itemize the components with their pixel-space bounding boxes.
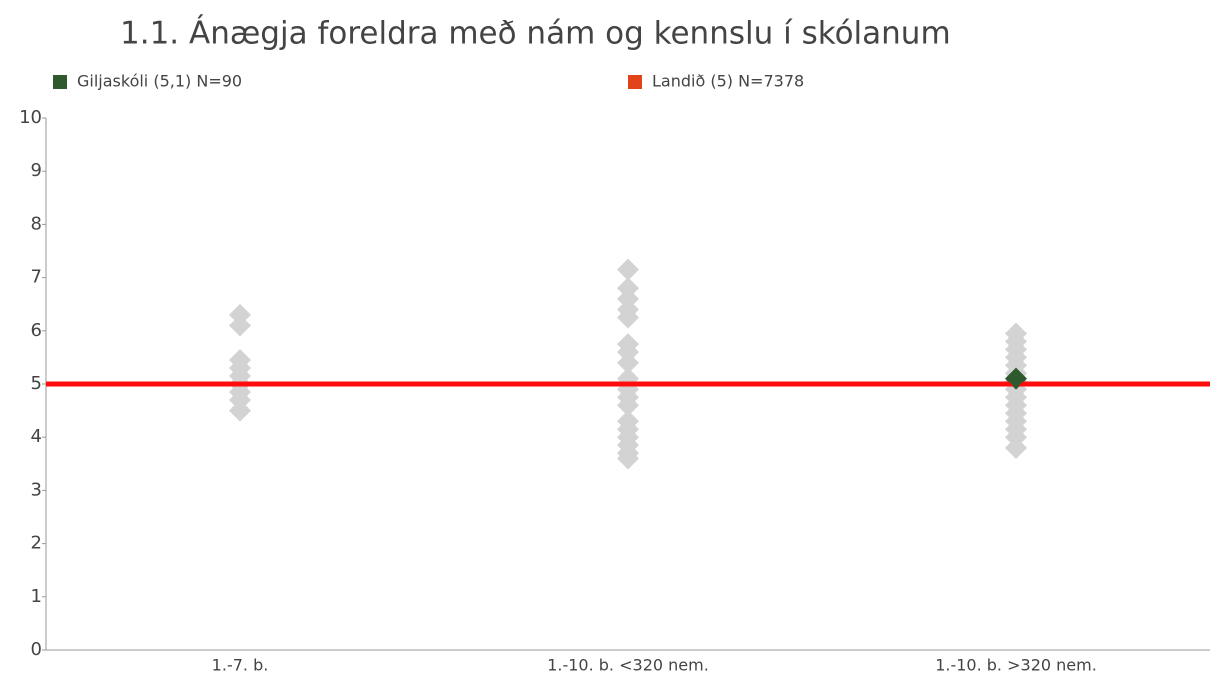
point (617, 351, 639, 374)
x-tick-label: 1.-10. b. <320 nem. (547, 656, 709, 675)
y-tick-label: 4 (31, 426, 42, 447)
x-tick-label: 1.-7. b. (212, 656, 269, 675)
highlight-point (1006, 368, 1026, 389)
point (617, 258, 639, 281)
y-tick-label: 3 (31, 479, 42, 500)
y-tick-label: 1 (31, 586, 42, 607)
legend-swatch (53, 75, 67, 89)
point (1005, 436, 1027, 459)
y-tick-label: 8 (31, 213, 42, 234)
legend-label: Landið (5) N=7378 (652, 72, 804, 91)
point (617, 394, 639, 417)
legend-label: Giljaskóli (5,1) N=90 (77, 72, 242, 91)
point (617, 306, 639, 329)
y-tick-label: 7 (31, 267, 42, 288)
y-tick-label: 5 (31, 373, 42, 394)
y-tick-label: 6 (31, 320, 42, 341)
y-tick-label: 0 (31, 639, 42, 660)
legend-swatch (628, 75, 642, 89)
point (229, 314, 251, 337)
y-tick-label: 9 (31, 160, 42, 181)
point (617, 447, 639, 470)
chart-title: 1.1. Ánægja foreldra með nám og kennslu … (120, 16, 951, 52)
y-tick-label: 2 (31, 533, 42, 554)
y-tick-label: 10 (19, 107, 42, 128)
point (229, 399, 251, 422)
x-tick-label: 1.-10. b. >320 nem. (935, 656, 1097, 675)
